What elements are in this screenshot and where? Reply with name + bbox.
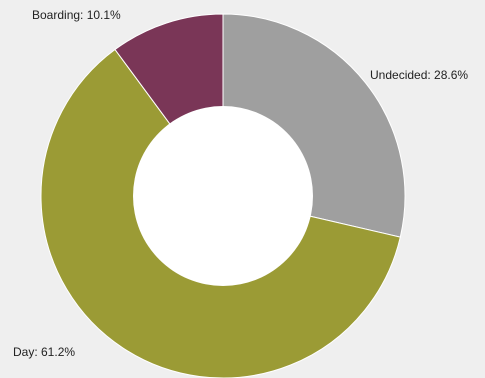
slice-label-undecided: Undecided: 28.6%	[370, 68, 468, 82]
slice-label-boarding: Boarding: 10.1%	[32, 8, 121, 22]
slice-label-day: Day: 61.2%	[13, 345, 75, 359]
donut-hole	[133, 106, 313, 286]
chart-labels: Undecided: 28.6% Day: 61.2% Boarding: 10…	[13, 8, 468, 359]
